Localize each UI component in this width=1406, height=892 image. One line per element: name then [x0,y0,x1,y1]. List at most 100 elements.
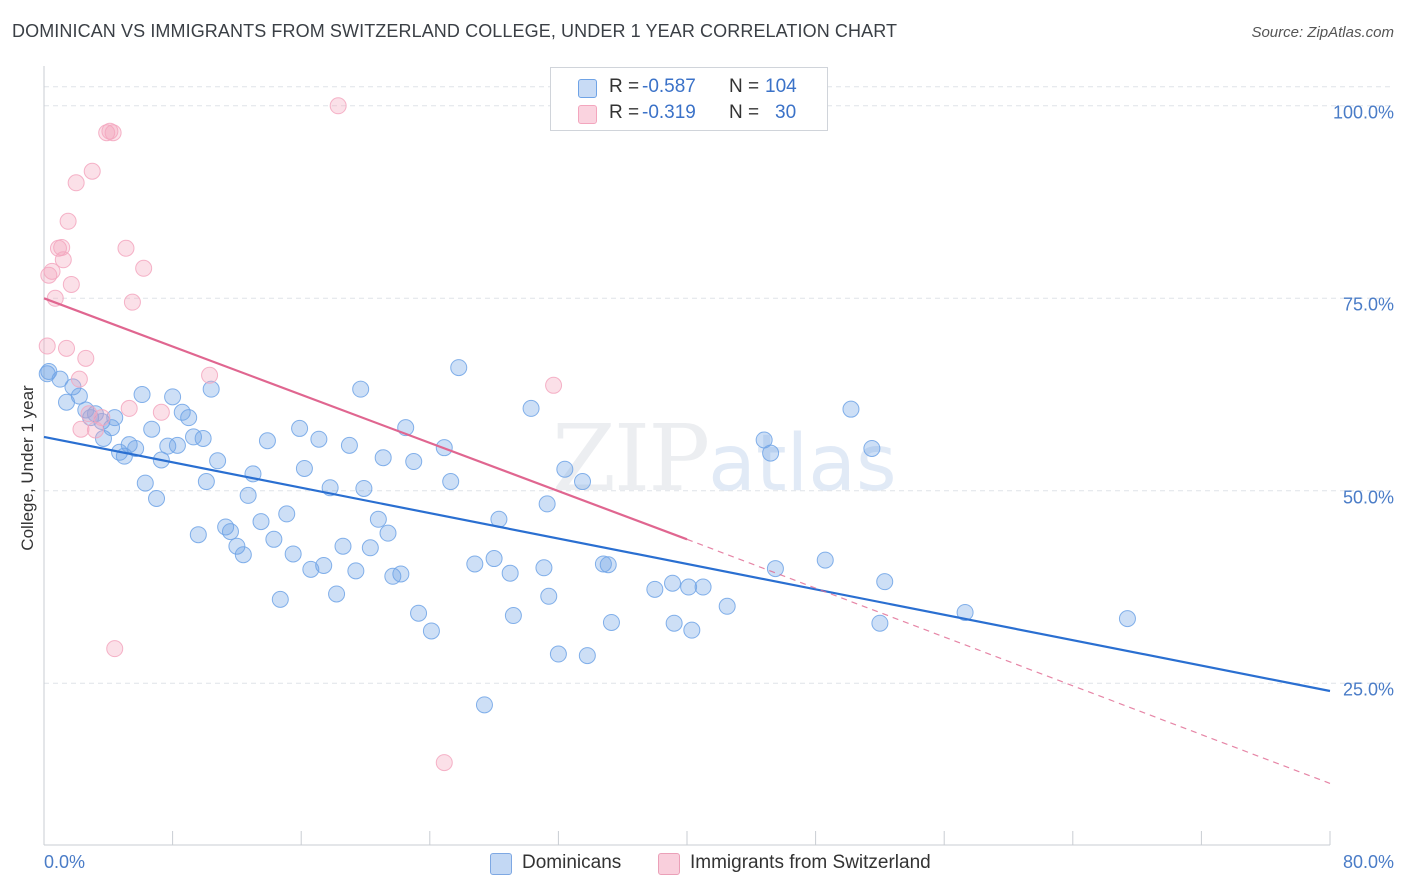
dominicans-point [352,380,370,398]
dominicans-point [133,386,151,404]
dominicans-point [265,530,283,548]
switzerland-point [120,399,138,417]
switzerland-point [72,420,90,438]
dominicans-point [136,474,154,492]
switzerland-point [58,339,76,357]
switzerland-point [83,162,101,180]
switzerland-point [93,409,111,427]
dominicans-point [680,578,698,596]
dominicans-point [538,495,556,513]
dominicans-point [450,359,468,377]
switzerland-point [117,239,135,257]
dominicans-point [38,365,56,383]
dominicans-point [189,526,207,544]
dominicans-point [106,409,124,427]
dominicans-point [485,550,503,568]
r-value: -0.319 [642,102,696,123]
r-label: R = [609,102,640,123]
dominicans-point [374,449,392,467]
dominicans-point [594,555,612,573]
switzerland-point [435,754,453,772]
dominicans-point [180,409,198,427]
dominicans-point [239,486,257,504]
r-value: -0.587 [642,76,696,97]
dominicans-point [876,573,894,591]
dominicans-point [252,513,270,531]
dominicans-point [466,555,484,573]
dominicans-point [340,436,358,454]
dominicans-point [392,565,410,583]
dominicans-point [574,473,592,491]
dominicans-point [762,444,780,462]
dominicans-point [361,539,379,557]
dominicans-swatch [578,79,597,98]
dominicans-point [310,430,328,448]
stats-row-dominicans: R = -0.587 N = 104 [551,73,827,101]
dominicans-point [143,420,161,438]
dominicans-point [315,556,333,574]
dominicans-point [278,505,296,523]
dominicans-point [328,585,346,603]
y-tick-label: 50.0% [1342,487,1394,508]
dominicans-point [475,696,493,714]
watermark-atlas: atlas [708,419,897,509]
dominicans-point [501,564,519,582]
dominicans-point [379,524,397,542]
dominicans-point [51,370,69,388]
dominicans-point [258,432,276,450]
dominicans-point [202,380,220,398]
switzerland-point [53,238,71,256]
switzerland-trend-line [43,297,688,541]
dominicans-point [766,560,784,578]
switzerland-point [106,640,124,658]
switzerland-point [77,349,95,367]
dominicans-point [535,559,553,577]
dominicans-point [694,578,712,596]
dominicans-point [816,551,834,569]
dominicans-point [355,479,373,497]
dominicans-point [665,614,683,632]
dominicans-point [405,453,423,471]
switzerland-point [329,97,347,115]
dominicans-point [540,587,558,605]
n-value: 104 [765,76,797,97]
dominicans-point [646,580,664,598]
dominicans-point [93,413,111,430]
switzerland-point [43,262,61,280]
x-tick-label-min: 0.0% [44,852,86,872]
n-value: 30 [775,102,797,123]
switzerland-trend-extension [686,538,1331,784]
dominicans-point [148,490,166,507]
dominicans-point [1118,610,1136,628]
y-tick-label: 75.0% [1342,294,1394,315]
dominicans-point [664,574,682,592]
dominicans-point [234,546,252,564]
switzerland-point [152,403,170,421]
y-tick-label: 100.0% [1332,102,1394,123]
dominicans-point [347,562,365,580]
dominicans-point [369,510,387,528]
switzerland-point [59,212,77,230]
dominicans-point [956,603,974,621]
x-tick-label-max: 80.0% [1342,852,1394,872]
dominicans-point [194,429,212,447]
dominicans-point [271,590,289,608]
watermark-zip: ZIP [552,405,710,512]
stats-row-switzerland: R = -0.319 N = 30 [551,99,827,127]
switzerland-point [545,376,563,394]
switzerland-point [104,124,122,142]
dominicans-point [217,518,235,536]
n-label: N = [729,102,760,123]
dominicans-point [602,613,620,631]
dominicans-point [295,459,313,477]
legend-label: Dominicans [522,852,622,873]
dominicans-point [302,560,320,578]
dominicans-point [578,647,596,665]
dominicans-point [291,419,309,437]
source-label: Source: ZipAtlas.com [1251,24,1394,41]
dominicans-point [871,614,889,632]
dominicans-point [334,537,352,555]
switzerland-point [123,293,141,311]
dominicans-legend-swatch [490,853,512,875]
